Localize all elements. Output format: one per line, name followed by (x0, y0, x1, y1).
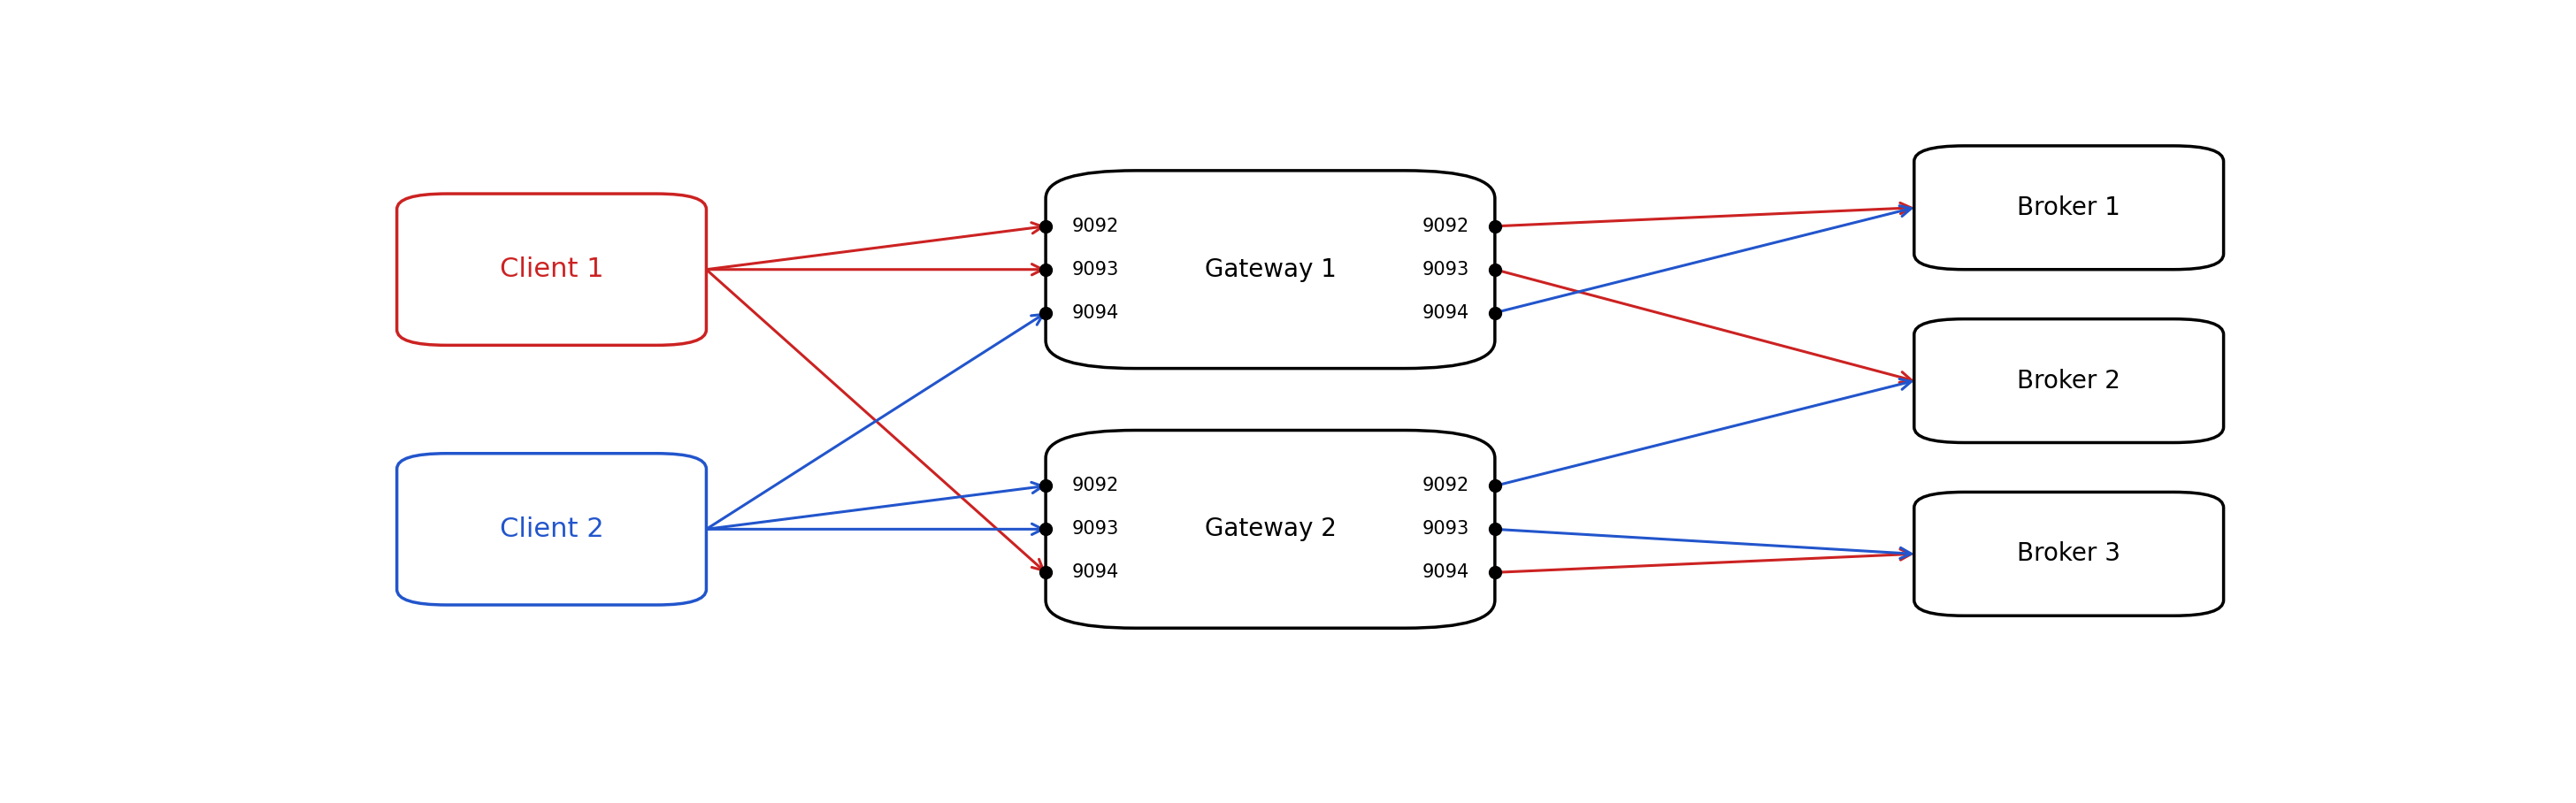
Point (1025, 523, 1066, 536)
Text: Broker 2: Broker 2 (2017, 369, 2120, 393)
Text: Broker 1: Broker 1 (2017, 195, 2120, 220)
Text: Gateway 2: Gateway 2 (1206, 517, 1337, 541)
Text: 9092: 9092 (1422, 218, 1468, 235)
Point (1473, 220, 1515, 233)
Point (1473, 566, 1515, 579)
Point (1025, 479, 1066, 492)
FancyBboxPatch shape (1914, 146, 2223, 270)
FancyBboxPatch shape (397, 194, 706, 345)
Text: 9094: 9094 (1072, 564, 1118, 581)
FancyBboxPatch shape (1046, 430, 1494, 628)
Point (1473, 263, 1515, 276)
Point (1473, 479, 1515, 492)
FancyBboxPatch shape (397, 454, 706, 605)
Point (1025, 566, 1066, 579)
Text: 9092: 9092 (1072, 477, 1118, 495)
Point (1473, 307, 1515, 320)
Text: 9094: 9094 (1422, 304, 1468, 322)
Text: Broker 3: Broker 3 (2017, 541, 2120, 566)
Text: Client 1: Client 1 (500, 257, 603, 283)
Text: 9094: 9094 (1422, 564, 1468, 581)
Text: 9093: 9093 (1422, 261, 1468, 279)
Point (1025, 307, 1066, 320)
Text: 9093: 9093 (1072, 520, 1118, 538)
FancyBboxPatch shape (1914, 492, 2223, 616)
Text: Gateway 1: Gateway 1 (1206, 257, 1337, 282)
Point (1473, 523, 1515, 536)
Point (1025, 220, 1066, 233)
Point (1025, 263, 1066, 276)
Text: 9092: 9092 (1422, 477, 1468, 495)
Text: 9092: 9092 (1072, 218, 1118, 235)
FancyBboxPatch shape (1914, 319, 2223, 442)
Text: Client 2: Client 2 (500, 516, 603, 542)
FancyBboxPatch shape (1046, 170, 1494, 369)
Text: 9093: 9093 (1422, 520, 1468, 538)
Text: 9094: 9094 (1072, 304, 1118, 322)
Text: 9093: 9093 (1072, 261, 1118, 279)
